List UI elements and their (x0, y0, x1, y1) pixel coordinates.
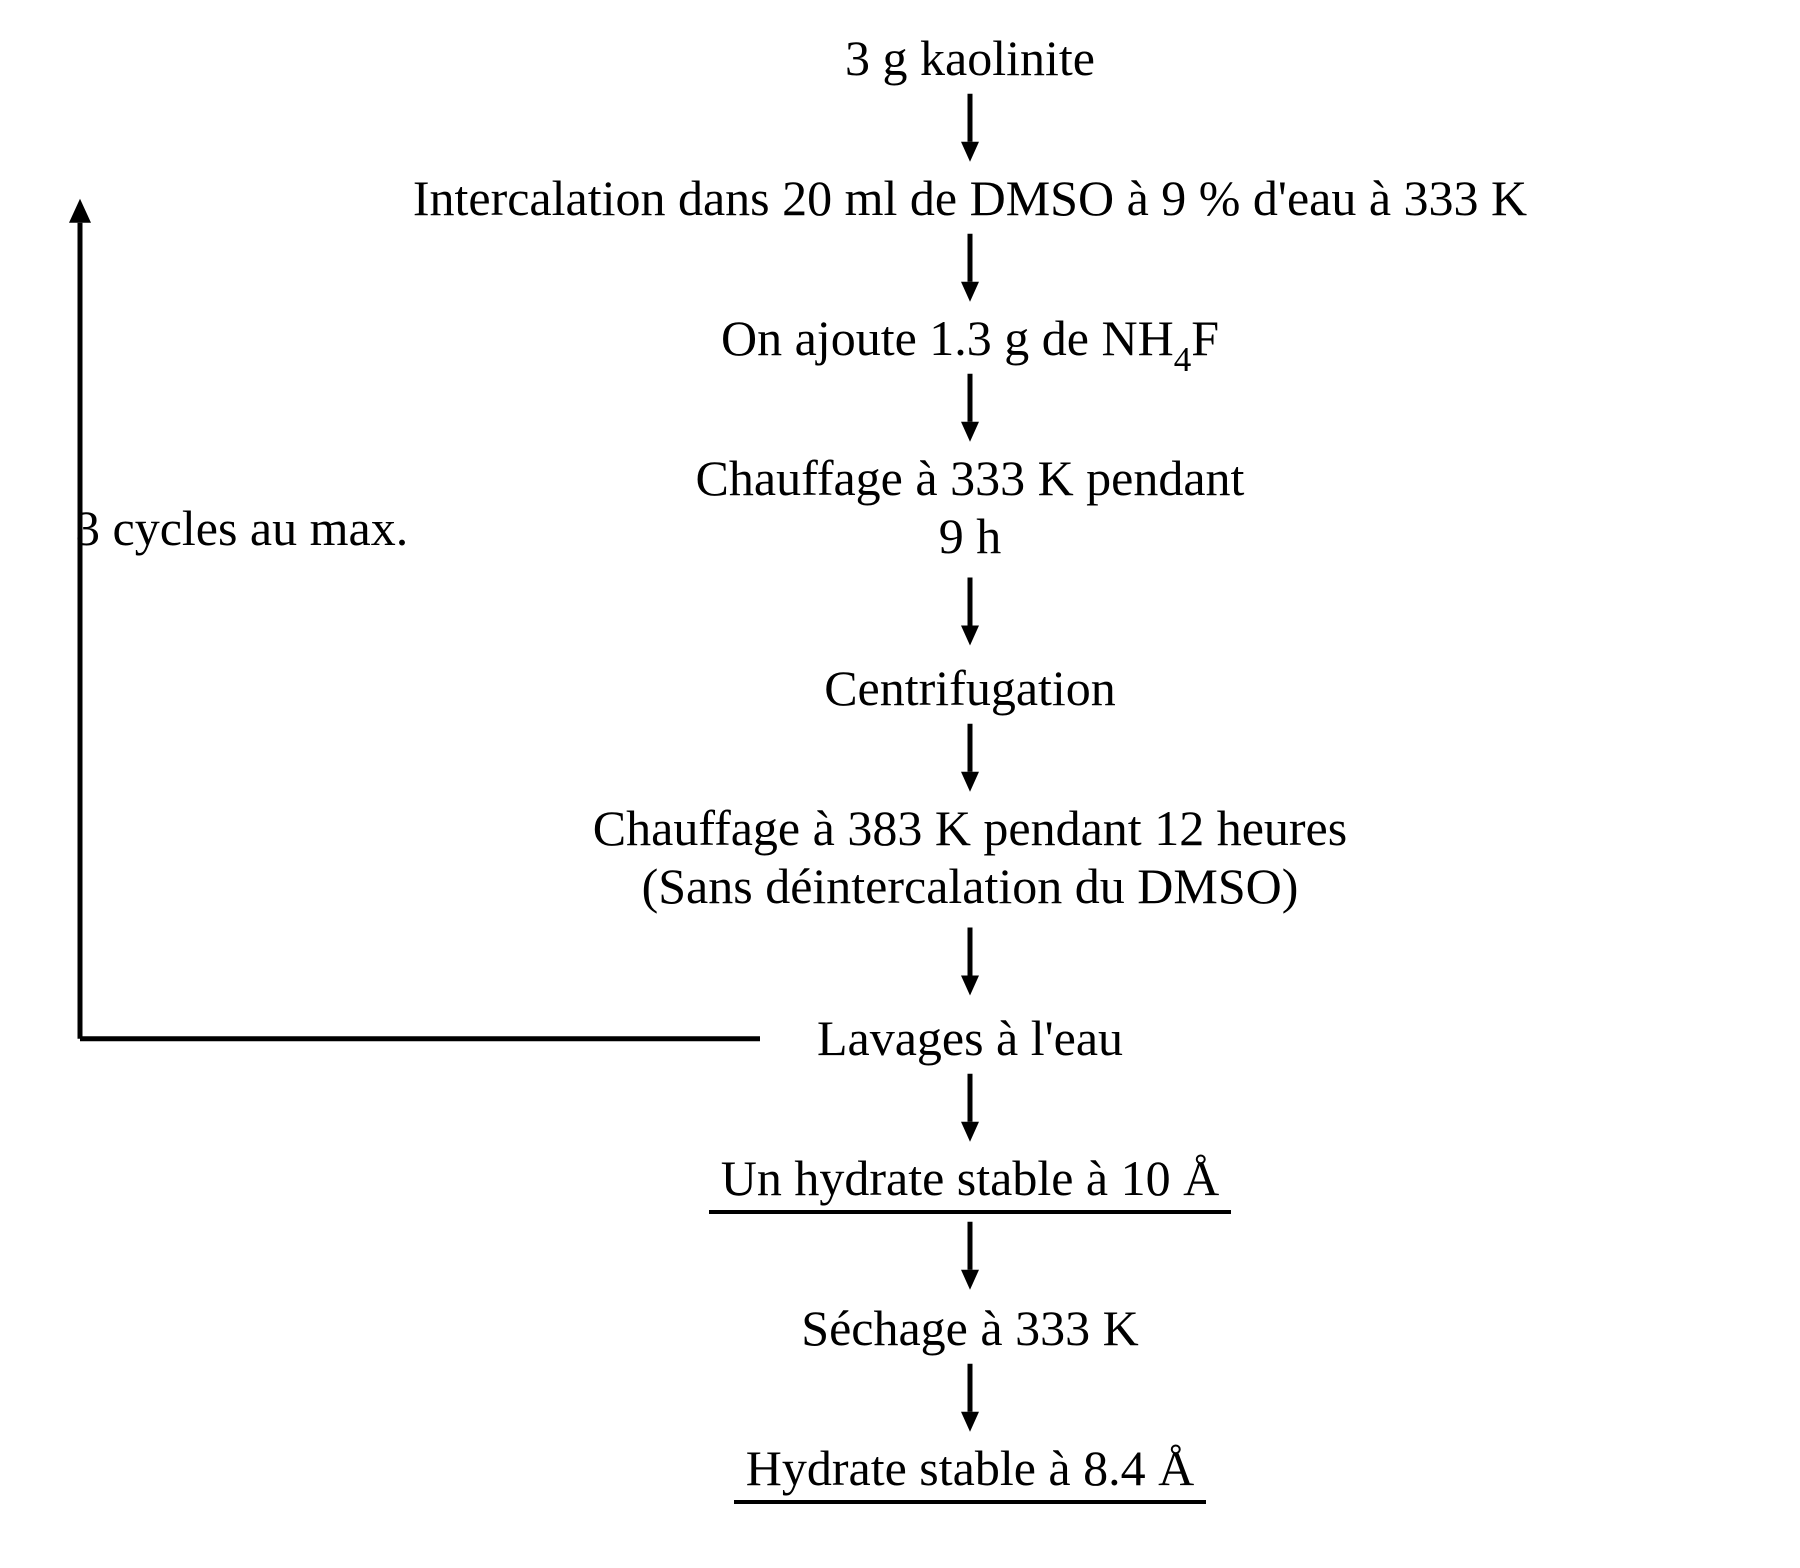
step-s8-text: Séchage à 333 K (801, 1300, 1138, 1356)
step-s5: Chauffage à 383 K pendant 12 heures(Sans… (70, 800, 1800, 915)
step-s2: On ajoute 1.3 g de NH4F (70, 310, 1800, 375)
step-s2-text: On ajoute 1.3 g de NH4F (721, 310, 1219, 366)
step-s6: Lavages à l'eau (70, 1010, 1800, 1068)
step-s6-text: Lavages à l'eau (817, 1010, 1123, 1066)
step-s9: Hydrate stable à 8.4 Å (70, 1440, 1800, 1504)
cycle-label: 3 cycles au max. (75, 500, 408, 558)
step-s4: Centrifugation (70, 660, 1800, 718)
step-s9-text: Hydrate stable à 8.4 Å (734, 1440, 1206, 1504)
step-s8: Séchage à 333 K (70, 1300, 1800, 1358)
step-s1: Intercalation dans 20 ml de DMSO à 9 % d… (70, 170, 1800, 228)
step-s5-text: Chauffage à 383 K pendant 12 heures(Sans… (593, 800, 1347, 914)
step-s3-text: Chauffage à 333 K pendant9 h (696, 450, 1245, 564)
cycle-label-text: 3 cycles au max. (75, 500, 408, 556)
step-s0: 3 g kaolinite (70, 30, 1800, 88)
step-s7: Un hydrate stable à 10 Å (70, 1150, 1800, 1214)
step-s7-text: Un hydrate stable à 10 Å (709, 1150, 1231, 1214)
step-s1-text: Intercalation dans 20 ml de DMSO à 9 % d… (413, 170, 1527, 226)
flowchart-stage: { "canvas": { "width": 1800, "height": 1… (0, 0, 1800, 1568)
step-s4-text: Centrifugation (824, 660, 1116, 716)
step-s0-text: 3 g kaolinite (845, 30, 1095, 86)
